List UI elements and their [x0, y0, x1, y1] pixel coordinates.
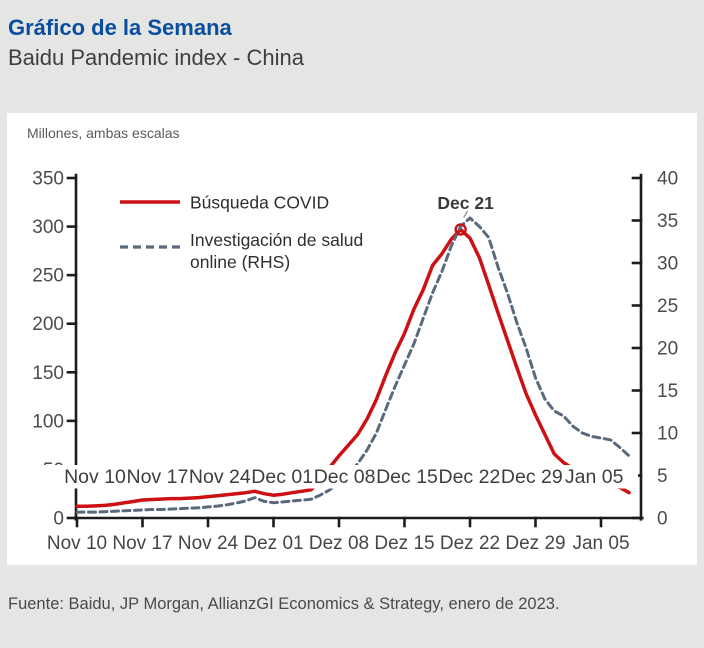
- x-axis-label: Dez 01: [243, 533, 303, 554]
- svg-text:35: 35: [657, 211, 678, 232]
- svg-text:15: 15: [657, 381, 678, 402]
- right-axis-labels: 0 5 10 15 20 25 30 35 40: [657, 169, 678, 530]
- series-busqueda-covid: [75, 227, 631, 509]
- x-axis-label: Nov 24: [178, 533, 239, 554]
- overlay-x-label: Nov 10: [64, 466, 126, 488]
- overlay-x-label: Nov 24: [189, 466, 251, 488]
- axes: [66, 173, 644, 528]
- overlay-x-label: Nov 17: [127, 466, 189, 488]
- overlay-x-label: Dec 01: [251, 466, 313, 488]
- svg-text:300: 300: [32, 217, 64, 238]
- x-axis-label: Dez 22: [440, 533, 500, 554]
- x-axis-label: Dez 29: [505, 533, 565, 554]
- overlay-x-label: Dec 29: [501, 466, 563, 488]
- legend: Búsqueda COVID Investigación de saludonli…: [120, 193, 363, 272]
- svg-text:350: 350: [32, 169, 64, 190]
- overlay-label-band: Nov 10 Nov 17 Nov 24 Dec 01 Dec 08 Dec 15 Dec …: [37, 465, 638, 489]
- legend-label-busqueda-covid: Búsqueda COVID: [190, 193, 329, 213]
- svg-text:200: 200: [32, 314, 64, 335]
- svg-text:250: 250: [32, 266, 64, 287]
- legend-label-investigacion-line1: Investigación de salud: [190, 230, 363, 250]
- svg-text:25: 25: [657, 296, 678, 317]
- svg-text:0: 0: [53, 509, 64, 530]
- peak-marker: [454, 223, 467, 236]
- peak-annotation-label: Dec 21: [437, 193, 494, 213]
- page-title: Gráfico de la Semana: [8, 15, 232, 40]
- chart-card: Millones, ambas escalas 0501001502002503…: [7, 113, 697, 565]
- left-axis-labels: 050100150200250300350: [32, 169, 64, 530]
- overlay-x-label: Dec 08: [314, 466, 376, 488]
- svg-text:5: 5: [657, 466, 668, 487]
- x-axis-labels: Nov 10 Nov 17 Nov 24 Dez 01 Dez 08 Dez 15 Dez …: [47, 533, 630, 554]
- page-subtitle: Baidu Pandemic index - China: [8, 44, 304, 70]
- svg-text:20: 20: [657, 339, 678, 360]
- x-axis-label: Jan 05: [572, 533, 629, 554]
- peak-annotation: Dec 21: [437, 193, 494, 218]
- pandemic-index-chart: 0501001502002503003500510152025303540Dec…: [32, 169, 678, 555]
- svg-text:0: 0: [657, 509, 668, 530]
- legend-label-investigacion-line2: online (RHS): [190, 252, 290, 272]
- overlay-x-label: Jan 05: [565, 466, 624, 488]
- overlay-x-label: Dec 22: [439, 466, 501, 488]
- x-axis-label: Dez 08: [309, 533, 369, 554]
- x-axis-label: Nov 10: [47, 533, 107, 554]
- overlay-x-label: Dec 15: [376, 466, 438, 488]
- x-axis-label: Nov 17: [112, 533, 172, 554]
- x-axis-label: Dez 15: [374, 533, 434, 554]
- svg-text:100: 100: [32, 411, 64, 432]
- svg-text:10: 10: [657, 424, 678, 445]
- svg-text:30: 30: [657, 254, 678, 275]
- svg-text:150: 150: [32, 363, 64, 384]
- chart-units-label: Millones, ambas escalas: [27, 125, 180, 141]
- header: Gráfico de la Semana Baidu Pandemic inde…: [8, 14, 304, 72]
- source-note: Fuente: Baidu, JP Morgan, AllianzGI Econ…: [8, 595, 560, 613]
- svg-text:40: 40: [657, 169, 678, 190]
